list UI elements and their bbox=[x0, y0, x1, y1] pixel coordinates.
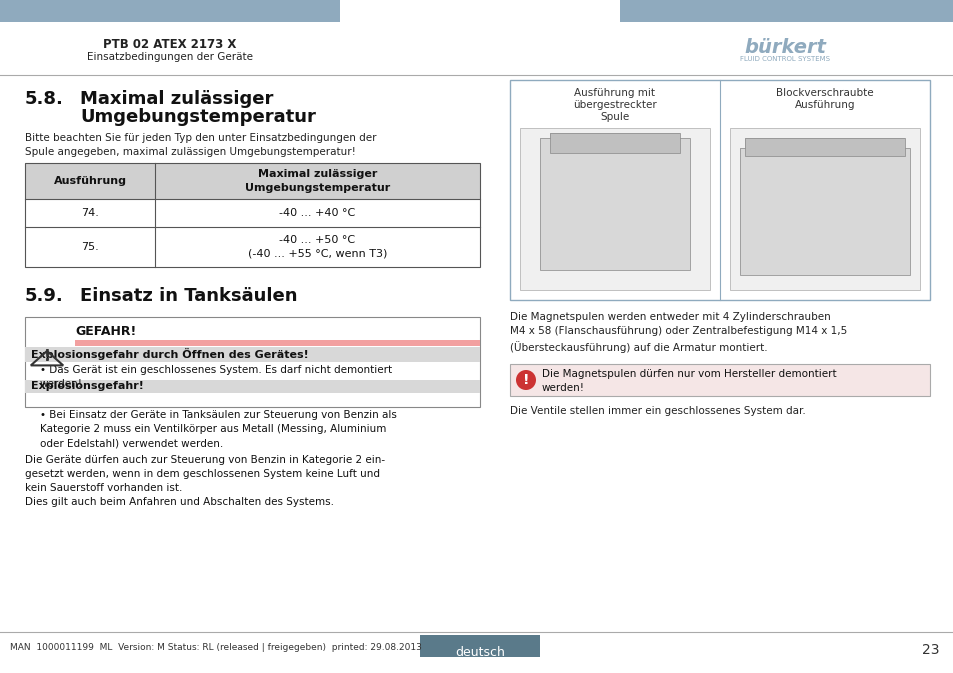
Text: Die Magnetspulen dürfen nur vom Hersteller demontiert
werden!: Die Magnetspulen dürfen nur vom Herstell… bbox=[541, 369, 836, 393]
Text: 23: 23 bbox=[922, 643, 939, 657]
Text: Blockverschraubte: Blockverschraubte bbox=[776, 88, 873, 98]
FancyBboxPatch shape bbox=[550, 133, 679, 153]
Text: PTB 02 ATEX 2173 X: PTB 02 ATEX 2173 X bbox=[103, 38, 236, 51]
Text: GEFAHR!: GEFAHR! bbox=[75, 325, 136, 338]
Text: Spule: Spule bbox=[599, 112, 629, 122]
Text: Maximal zulässiger
Umgebungstemperatur: Maximal zulässiger Umgebungstemperatur bbox=[245, 170, 390, 192]
Text: Maximal zulässiger: Maximal zulässiger bbox=[80, 90, 274, 108]
Text: -40 ... +40 °C: -40 ... +40 °C bbox=[279, 208, 355, 218]
Text: Explosionsgefahr!: Explosionsgefahr! bbox=[30, 381, 144, 391]
FancyBboxPatch shape bbox=[0, 0, 339, 22]
Text: 5.9.: 5.9. bbox=[25, 287, 64, 305]
FancyBboxPatch shape bbox=[25, 347, 479, 362]
Text: -40 ... +50 °C
(-40 ... +55 °C, wenn T3): -40 ... +50 °C (-40 ... +55 °C, wenn T3) bbox=[248, 235, 387, 259]
FancyBboxPatch shape bbox=[25, 317, 479, 407]
FancyBboxPatch shape bbox=[550, 133, 679, 153]
Text: 5.8.: 5.8. bbox=[25, 90, 64, 108]
Text: • Bei Einsatz der Geräte in Tanksäulen zur Steuerung von Benzin als
Kategorie 2 : • Bei Einsatz der Geräte in Tanksäulen z… bbox=[40, 410, 396, 448]
Text: Einsatz in Tanksäulen: Einsatz in Tanksäulen bbox=[80, 287, 297, 305]
Text: bürkert: bürkert bbox=[743, 38, 825, 57]
Text: Umgebungstemperatur: Umgebungstemperatur bbox=[80, 108, 315, 126]
Text: 74.: 74. bbox=[81, 208, 99, 218]
FancyBboxPatch shape bbox=[25, 163, 479, 199]
FancyBboxPatch shape bbox=[744, 138, 904, 156]
Text: Dies gilt auch beim Anfahren und Abschalten des Systems.: Dies gilt auch beim Anfahren und Abschal… bbox=[25, 497, 334, 507]
FancyBboxPatch shape bbox=[744, 138, 904, 156]
Text: FLUID CONTROL SYSTEMS: FLUID CONTROL SYSTEMS bbox=[740, 56, 829, 62]
FancyBboxPatch shape bbox=[740, 148, 909, 275]
Text: Ausführung: Ausführung bbox=[53, 176, 127, 186]
FancyBboxPatch shape bbox=[539, 138, 689, 270]
Text: Einsatzbedingungen der Geräte: Einsatzbedingungen der Geräte bbox=[87, 52, 253, 62]
FancyBboxPatch shape bbox=[419, 635, 539, 657]
FancyBboxPatch shape bbox=[619, 0, 953, 22]
Text: Die Magnetspulen werden entweder mit 4 Zylinderschrauben
M4 x 58 (Flanschausführ: Die Magnetspulen werden entweder mit 4 Z… bbox=[510, 312, 846, 353]
FancyBboxPatch shape bbox=[729, 128, 919, 290]
Text: !: ! bbox=[44, 349, 51, 364]
FancyBboxPatch shape bbox=[519, 128, 709, 290]
FancyBboxPatch shape bbox=[510, 364, 929, 396]
FancyBboxPatch shape bbox=[75, 340, 479, 346]
Text: Die Ventile stellen immer ein geschlossenes System dar.: Die Ventile stellen immer ein geschlosse… bbox=[510, 406, 805, 416]
Text: Die Geräte dürfen auch zur Steuerung von Benzin in Kategorie 2 ein-
gesetzt werd: Die Geräte dürfen auch zur Steuerung von… bbox=[25, 455, 385, 493]
Circle shape bbox=[516, 370, 536, 390]
Text: MAN  1000011199  ML  Version: M Status: RL (released | freigegeben)  printed: 29: MAN 1000011199 ML Version: M Status: RL … bbox=[10, 643, 421, 652]
Text: !: ! bbox=[522, 373, 529, 387]
FancyBboxPatch shape bbox=[25, 380, 479, 393]
Text: Explosionsgefahr durch Öffnen des Gerätes!: Explosionsgefahr durch Öffnen des Geräte… bbox=[30, 348, 309, 360]
Text: Bitte beachten Sie für jeden Typ den unter Einsatzbedingungen der
Spule angegebe: Bitte beachten Sie für jeden Typ den unt… bbox=[25, 133, 376, 157]
FancyBboxPatch shape bbox=[539, 138, 689, 270]
Text: Ausführung mit: Ausführung mit bbox=[574, 88, 655, 98]
Text: deutsch: deutsch bbox=[455, 646, 504, 659]
Text: 75.: 75. bbox=[81, 242, 99, 252]
FancyBboxPatch shape bbox=[510, 80, 929, 300]
Text: Ausführung: Ausführung bbox=[794, 100, 854, 110]
Text: • Das Gerät ist ein geschlossenes System. Es darf nicht demontiert
werden!: • Das Gerät ist ein geschlossenes System… bbox=[40, 365, 392, 389]
FancyBboxPatch shape bbox=[740, 148, 909, 275]
Text: übergestreckter: übergestreckter bbox=[573, 100, 657, 110]
